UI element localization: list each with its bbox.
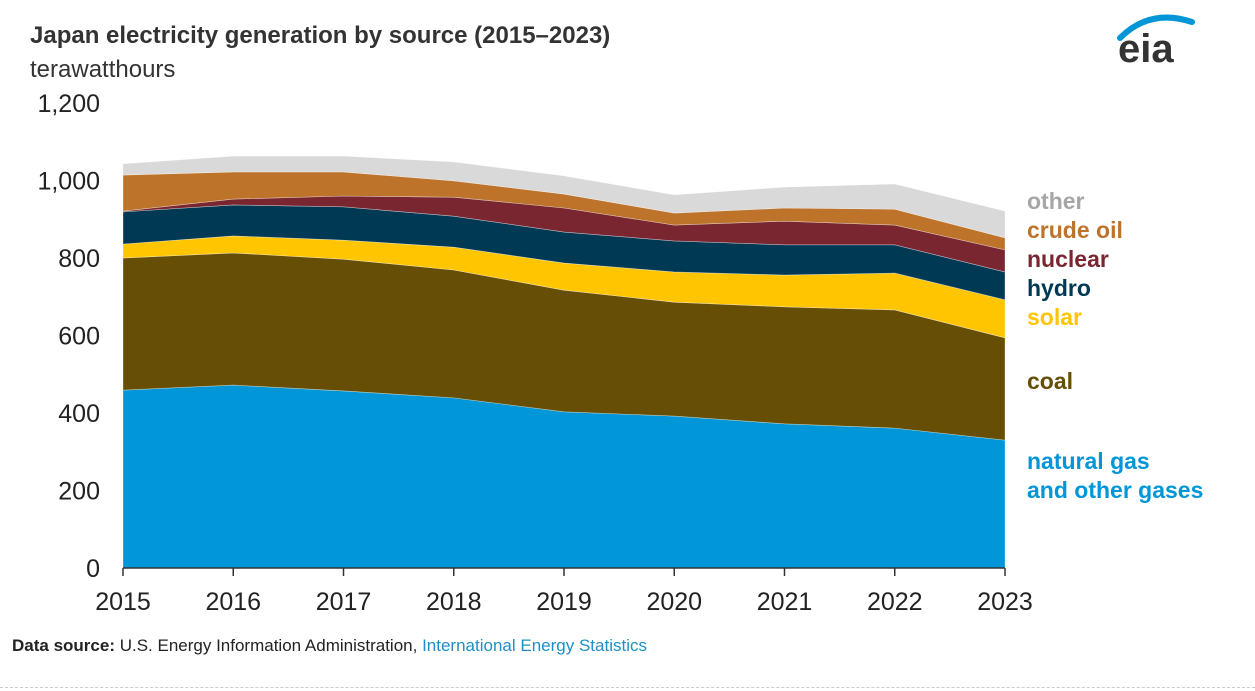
x-tick-label: 2019 [536,588,592,616]
data-source-text: U.S. Energy Information Administration, [114,636,423,655]
legend-label-other: other [1027,188,1085,214]
y-tick-label: 0 [86,555,100,583]
legend-label-solar: solar [1027,304,1082,330]
legend-label-coal: coal [1027,368,1073,394]
x-tick-label: 2022 [867,588,923,616]
x-tick-label: 2016 [205,588,261,616]
x-tick-label: 2023 [977,588,1033,616]
x-tick-label: 2021 [757,588,813,616]
y-tick-label: 800 [58,245,100,273]
eia-logo: eia [1118,27,1174,71]
y-tick-label: 400 [58,400,100,428]
data-source: Data source: U.S. Energy Information Adm… [12,636,647,656]
y-tick-label: 200 [58,478,100,506]
legend-label-natural-gas-and-other-gases: natural gas [1027,448,1150,474]
y-axis-unit: terawatthours [30,56,176,83]
y-tick-label: 600 [58,323,100,351]
chart-title: Japan electricity generation by source (… [30,22,611,49]
x-tick-label: 2018 [426,588,482,616]
y-tick-label: 1,200 [37,90,100,118]
data-source-label: Data source: [12,636,115,655]
area-other [122,155,1006,239]
y-tick-label: 1,000 [37,168,100,196]
legend-label-natural-gas-and-other-gases: and other gases [1027,477,1203,503]
data-source-link[interactable]: International Energy Statistics [422,636,647,655]
legend-label-crude-oil: crude oil [1027,217,1123,243]
x-tick-label: 2015 [95,588,151,616]
legend-label-hydro: hydro [1027,275,1091,301]
x-tick-label: 2020 [646,588,702,616]
x-tick-label: 2017 [316,588,372,616]
divider [0,687,1255,688]
legend-label-nuclear: nuclear [1027,246,1109,272]
eia-logo-swoosh [1117,14,1195,41]
